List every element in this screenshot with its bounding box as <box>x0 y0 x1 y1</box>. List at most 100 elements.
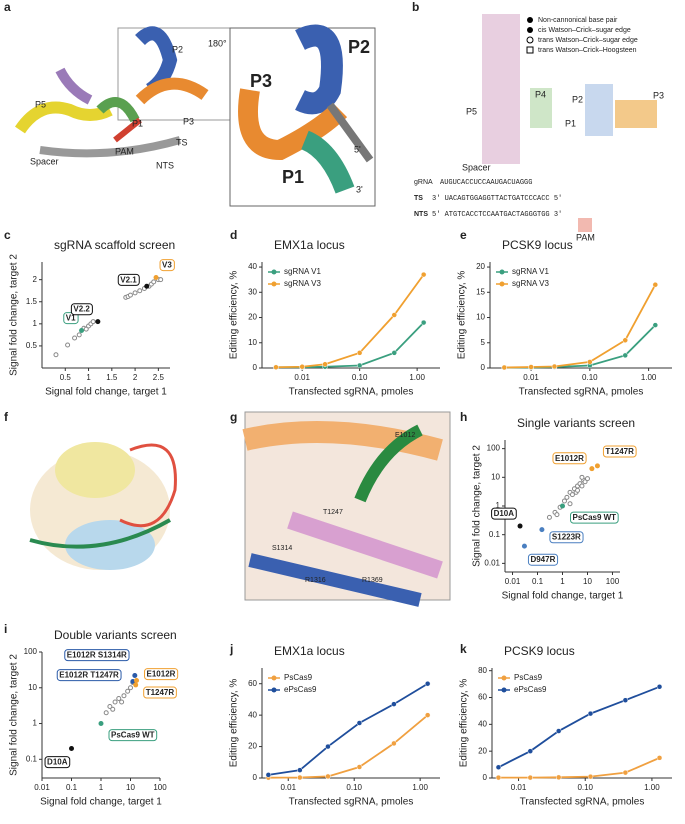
highlight-point <box>517 523 523 529</box>
point <box>90 319 96 325</box>
x-tick-label: 0.01 <box>505 577 521 586</box>
point <box>424 680 431 687</box>
label: P3 <box>250 71 272 91</box>
series-line <box>498 685 660 769</box>
panel-label: g <box>230 410 237 424</box>
annotation-label: E1012R S1314R <box>67 651 127 660</box>
x-axis-label: Transfected sgRNA, pmoles <box>519 387 644 398</box>
x-tick-label: 0.01 <box>294 373 310 382</box>
annotation-box <box>552 452 587 465</box>
point <box>622 337 628 343</box>
highlight-point <box>133 682 139 688</box>
annotation-label: V2.2 <box>73 305 90 314</box>
panel-label: b <box>412 0 419 14</box>
legend-entry: trans Watson–Crick–sugar edge <box>538 37 638 44</box>
label: P1 <box>132 118 143 128</box>
chart-title: PCSK9 locus <box>502 238 573 252</box>
annotation-box <box>108 729 158 742</box>
label: P5 <box>466 106 477 116</box>
label: 3' <box>356 184 363 194</box>
point <box>103 710 109 716</box>
point <box>622 769 629 776</box>
y-tick-label: 60 <box>478 693 487 702</box>
annotation-label: PsCas9 WT <box>111 731 155 740</box>
legend-entry: sgRNA V3 <box>512 279 549 288</box>
y-tick-label: 80 <box>478 666 487 675</box>
legend-entry: trans Watson–Crick–Hoogsteen <box>538 47 637 54</box>
chart-title: PCSK9 locus <box>504 644 575 658</box>
panel-label: c <box>4 228 11 242</box>
x-tick-label: 0.01 <box>523 373 539 382</box>
point <box>273 364 279 370</box>
y-axis-label: Editing efficiency, % <box>457 271 468 360</box>
point <box>265 772 272 778</box>
p4-box <box>530 88 552 128</box>
annotation-label: E1012R T1247R <box>59 671 119 680</box>
series-line <box>268 714 429 779</box>
y-axis-label: Signal fold change, target 2 <box>472 445 483 567</box>
x-axis-label: Transfected sgRNA, pmoles <box>520 797 645 808</box>
point <box>116 696 122 702</box>
y-tick-label: 10 <box>28 683 37 692</box>
point <box>546 514 552 520</box>
legend-entry: ePsCas9 <box>514 685 547 694</box>
y-tick-label: 1 <box>33 719 38 728</box>
point <box>575 487 581 493</box>
series-line <box>268 682 429 776</box>
point <box>551 363 558 370</box>
x-tick-label: 1 <box>560 577 565 586</box>
label: P3 <box>183 116 194 126</box>
chart-title: EMX1a locus <box>274 238 345 252</box>
legend-marker <box>271 269 277 275</box>
label: P3 <box>653 90 664 100</box>
annotation: D10A <box>44 756 71 769</box>
annotation-label: PsCas9 WT <box>573 513 617 522</box>
annotation-box <box>491 507 517 520</box>
annotation-box <box>117 273 140 286</box>
point <box>587 773 594 780</box>
point <box>555 728 562 734</box>
annotation-box <box>549 531 584 544</box>
point <box>527 774 534 781</box>
point <box>356 720 363 726</box>
annotation: V2.2 <box>70 303 93 316</box>
y-tick-label: 0.1 <box>26 754 38 763</box>
label: P1 <box>282 167 304 187</box>
legend-marker <box>501 687 507 693</box>
annotation: T1247R <box>143 686 177 699</box>
y-axis-label: Editing efficiency, % <box>459 679 470 768</box>
panel-label: j <box>229 642 233 656</box>
annotation-label: E1012R <box>147 670 176 679</box>
x-tick-label: 0.10 <box>352 373 368 382</box>
point <box>127 292 133 298</box>
point <box>495 774 502 781</box>
x-tick-label: 10 <box>126 783 135 792</box>
x-tick-label: 1.00 <box>641 373 657 382</box>
point <box>652 322 659 328</box>
point <box>528 364 534 370</box>
x-tick-label: 1.00 <box>644 783 660 792</box>
annotation: D947R <box>527 553 559 566</box>
label: P4 <box>535 89 546 99</box>
point <box>121 693 127 699</box>
x-tick-label: 0.1 <box>532 577 544 586</box>
highlight-point <box>153 274 159 280</box>
point <box>587 710 594 717</box>
y-tick-label: 15 <box>476 287 485 296</box>
annotation-label: V2.1 <box>120 275 137 284</box>
highlight-point <box>539 527 545 533</box>
label: P1 <box>565 118 576 128</box>
x-tick-label: 0.01 <box>280 783 296 792</box>
annotation-label: D10A <box>47 758 68 767</box>
highlight-point <box>144 283 150 289</box>
annotation-box <box>63 312 79 325</box>
y-tick-label: 60 <box>248 679 257 688</box>
y-tick-label: 1 <box>33 319 38 328</box>
series-line <box>504 324 656 369</box>
highlight-point <box>69 746 74 752</box>
point <box>391 740 397 747</box>
annotation: E1012R S1314R <box>64 649 130 662</box>
point <box>53 352 59 358</box>
highlight-point <box>132 673 138 679</box>
